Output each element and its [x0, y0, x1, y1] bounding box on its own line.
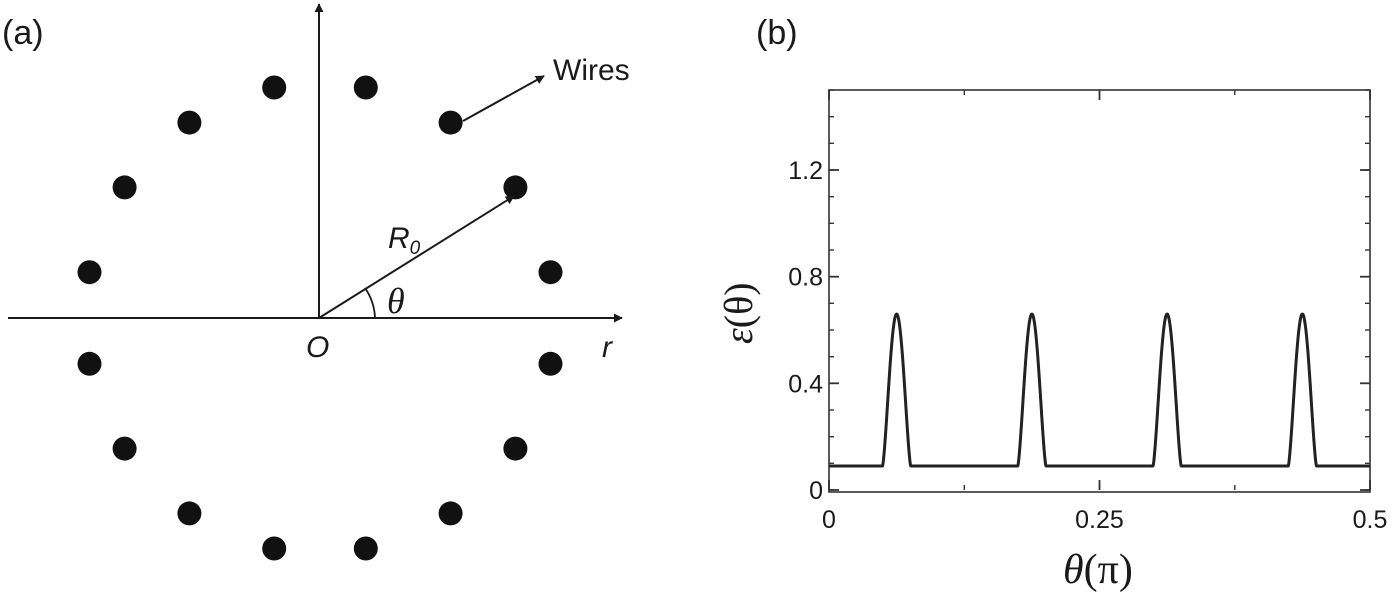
wire-dot	[438, 110, 463, 135]
angle-arc	[364, 287, 376, 319]
x-tick-label: 0.5	[1353, 506, 1388, 534]
wire-dot	[112, 175, 137, 200]
y-tick-label: 0.4	[788, 370, 823, 398]
wires-label: Wires	[553, 54, 630, 87]
x-tick-label: 0.25	[1075, 506, 1124, 534]
axis-ticks	[828, 89, 1371, 491]
wire-dot	[503, 436, 528, 461]
x-tick-label: 0	[822, 506, 836, 534]
origin-label: O	[306, 331, 329, 364]
wire-dot	[262, 536, 287, 561]
x-axis-label: θ(π)	[1063, 547, 1133, 593]
wire-dot	[503, 175, 528, 200]
wires-pointer-arrow	[462, 75, 545, 122]
wire-dot	[177, 501, 202, 526]
plot-frame	[828, 89, 1371, 493]
y-axis-label-arg: (θ)	[716, 282, 761, 328]
radius-arrow	[318, 195, 515, 319]
wire-dot	[77, 351, 102, 376]
panel-a-label: (a)	[2, 14, 44, 52]
epsilon-curve	[827, 312, 1372, 468]
y-tick-label: 1.2	[788, 157, 823, 185]
y-axis-label: ε(θ)	[716, 282, 761, 344]
x-axis-label-main: θ	[1063, 547, 1084, 593]
wire-dots	[77, 75, 563, 561]
x-axis-label-arg: (π)	[1084, 547, 1133, 593]
wire-dot	[538, 351, 563, 376]
wire-dot	[77, 260, 102, 285]
wire-dot	[438, 501, 463, 526]
panel-b: (b) 0 0.4 0.8 1.2 0 0.25 0.5 ε(θ) θ(π)	[716, 14, 1387, 593]
r-axis-label: r	[602, 331, 613, 364]
y-tick-label: 0	[809, 477, 823, 505]
radius-label-main: R	[388, 222, 410, 255]
wire-dot	[262, 75, 287, 100]
y-tick-label: 0.8	[788, 264, 823, 292]
angle-label: θ	[387, 281, 405, 321]
wire-dot	[112, 436, 137, 461]
wire-dot	[177, 110, 202, 135]
radius-label: R0	[388, 222, 421, 259]
wire-dot	[538, 260, 563, 285]
panel-b-label: (b)	[756, 14, 798, 52]
radius-label-sub: 0	[410, 238, 421, 259]
wire-dot	[353, 75, 378, 100]
y-axis-label-main: ε	[716, 328, 761, 344]
wire-dot	[353, 536, 378, 561]
tick-labels: 0 0.4 0.8 1.2 0 0.25 0.5	[788, 157, 1387, 534]
panel-a: (a) Wires R0 θ O r	[2, 3, 630, 561]
